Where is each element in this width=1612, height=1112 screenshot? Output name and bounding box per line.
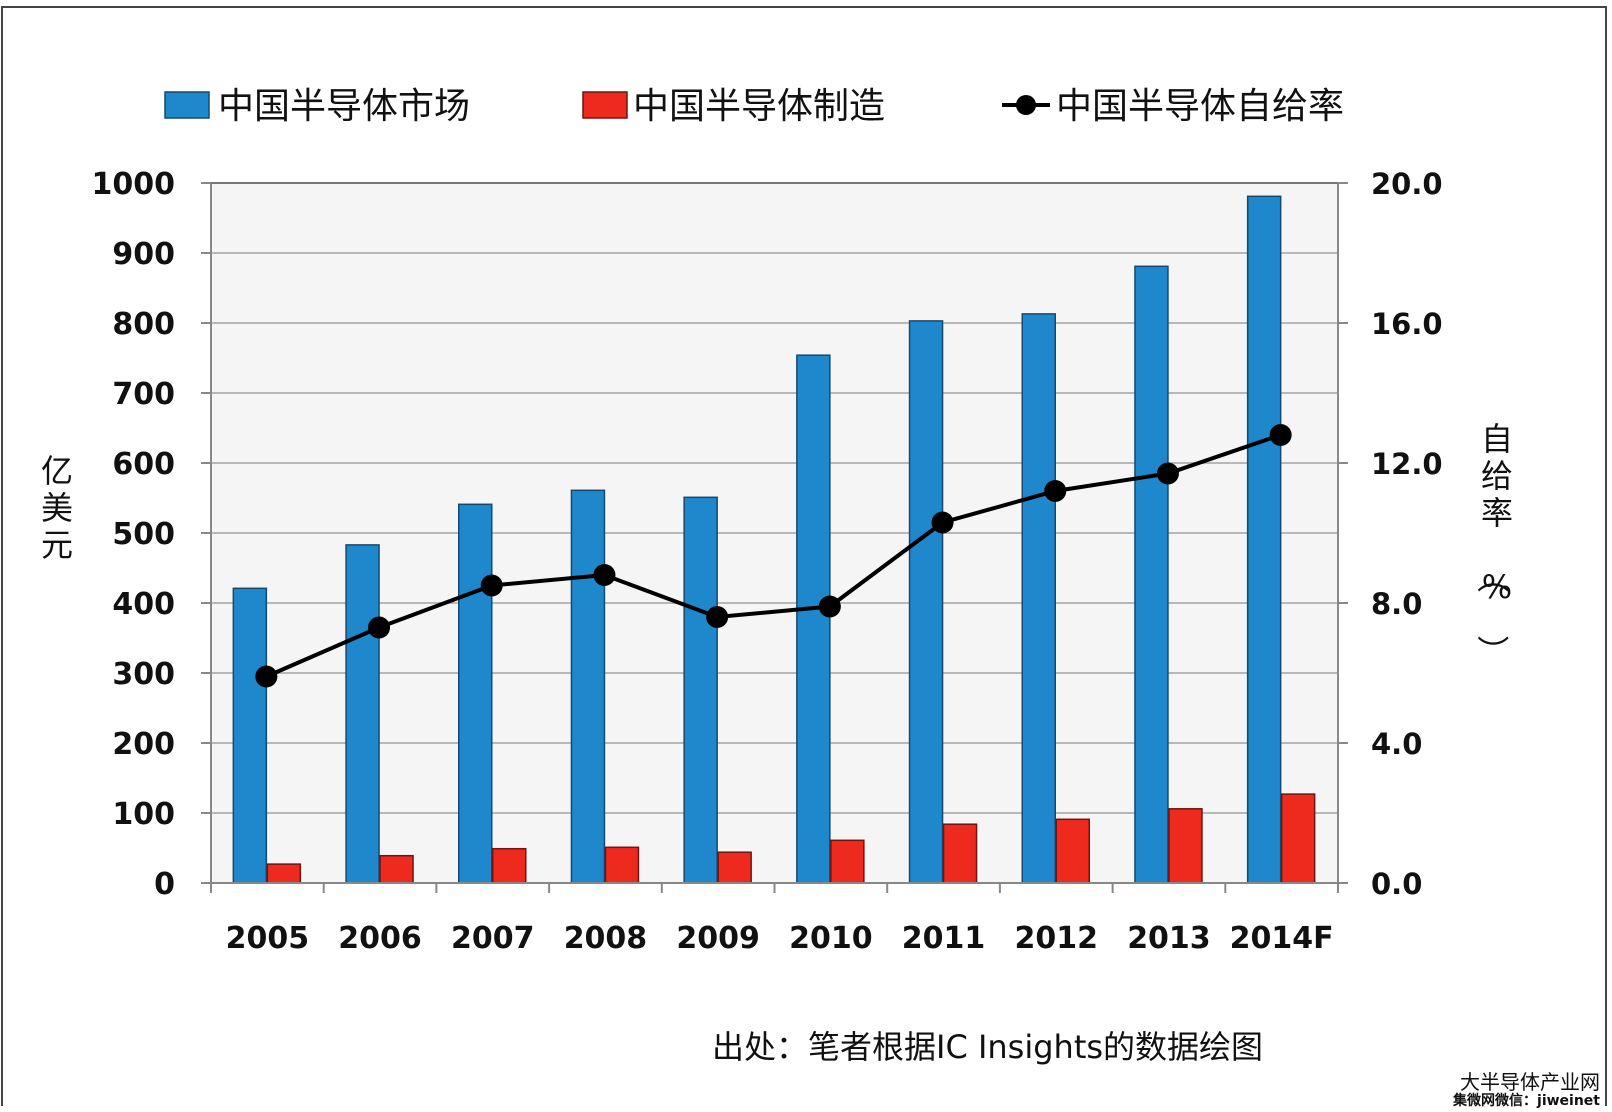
y-tick-label: 800 xyxy=(112,307,175,342)
bar-manufacturing xyxy=(942,823,978,884)
bar-manufacturing xyxy=(1168,808,1203,884)
legend-swatch-manufacturing xyxy=(582,91,628,119)
legend-label-market: 中国半导体市场 xyxy=(218,86,470,127)
ratio-line xyxy=(255,424,1292,688)
bar-market xyxy=(1021,313,1056,884)
y-right-axis-title: 自给率（%） xyxy=(1473,420,1513,667)
y-right-tick-label: 4.0 xyxy=(1371,727,1422,761)
x-tick-label: 2008 xyxy=(564,921,648,956)
x-tick-label: 2012 xyxy=(1015,921,1099,956)
x-ticks: 2005 2006 2007 2008 2009 2010 2011 2012 2013 2014… xyxy=(226,921,1334,956)
legend-swatch-market xyxy=(164,91,210,119)
bar-market xyxy=(1246,195,1282,884)
y-tick-label: 700 xyxy=(112,377,175,412)
ratio-point xyxy=(706,606,729,628)
y-tick-label: 600 xyxy=(112,447,175,482)
y-axis-title: 亿美元 xyxy=(41,452,73,564)
legend-label-ratio: 中国半导体自给率 xyxy=(1056,86,1344,127)
ratio-point xyxy=(368,616,391,639)
ratio-point xyxy=(818,595,841,618)
x-tick-label: 2014F xyxy=(1230,921,1334,956)
x-tick-label: 2011 xyxy=(902,921,986,956)
ratio-point xyxy=(931,511,954,534)
bar-market xyxy=(232,587,268,884)
watermark-site: 大半导体产业网 xyxy=(1460,1070,1600,1094)
y-right-tick-label: 8.0 xyxy=(1371,587,1422,621)
x-tick-label: 2009 xyxy=(676,921,760,956)
legend: 中国半导体市场 中国半导体制造 中国半导体自给率 xyxy=(164,86,1344,127)
bar-manufacturing xyxy=(379,854,414,884)
x-tick-label: 2013 xyxy=(1127,921,1211,956)
x-tick-label: 2006 xyxy=(338,921,422,956)
x-tick-label: 2010 xyxy=(789,921,873,956)
bar-manufacturing xyxy=(604,846,640,884)
bar-manufacturing xyxy=(266,863,302,884)
bar-manufacturing xyxy=(1055,818,1090,884)
x-tick-label: 2005 xyxy=(226,921,310,956)
ratio-point xyxy=(480,574,503,597)
y-right-tick-label: 12.0 xyxy=(1371,447,1443,481)
legend-marker-ratio xyxy=(1016,95,1036,115)
bar-market xyxy=(908,320,944,884)
y-tick-label: 1000 xyxy=(92,167,176,202)
legend-label-manufacturing: 中国半导体制造 xyxy=(633,86,885,127)
y-tick-label: 100 xyxy=(112,797,175,832)
axes xyxy=(201,182,1348,893)
right-y-ticks: 0.0 4.0 8.0 12.0 16.0 20.0 xyxy=(1371,167,1443,901)
y-right-tick-label: 0.0 xyxy=(1371,867,1422,901)
bar-manufacturing xyxy=(1280,793,1316,884)
left-axis-title: 亿美元 xyxy=(41,452,73,564)
y-tick-label: 400 xyxy=(112,587,175,622)
y-right-tick-label: 16.0 xyxy=(1371,307,1443,341)
bar-market xyxy=(458,503,493,884)
bar-market xyxy=(1134,265,1169,884)
bar-manufacturing xyxy=(492,847,527,884)
right-axis-title: 自给率（%） xyxy=(1473,420,1513,667)
y-tick-label: 500 xyxy=(112,517,175,552)
ratio-point xyxy=(1156,462,1179,485)
ratio-point xyxy=(593,564,616,586)
watermark-wechat: 集微网微信：jiweinet xyxy=(1453,1093,1600,1109)
y-tick-label: 900 xyxy=(112,237,175,272)
bar-market xyxy=(796,354,831,884)
bar-market xyxy=(570,489,606,884)
source-note: 出处：笔者根据IC Insights的数据绘图 xyxy=(712,1028,1264,1066)
y-tick-label: 300 xyxy=(112,657,175,692)
ratio-point xyxy=(1044,480,1067,502)
left-y-ticks: 0 100 200 300 400 500 600 700 800 900 1000 xyxy=(92,167,176,902)
ratio-polyline xyxy=(265,433,1282,679)
bar-manufacturing xyxy=(830,839,865,884)
bar-manufacturing xyxy=(717,851,752,884)
bar-market xyxy=(683,496,718,884)
y-tick-label: 200 xyxy=(112,727,175,762)
x-tick-label: 2007 xyxy=(451,921,535,956)
bar-market xyxy=(345,544,380,884)
ratio-point xyxy=(1269,424,1292,446)
bars xyxy=(232,195,1316,884)
y-tick-label: 0 xyxy=(154,867,175,902)
y-right-tick-label: 20.0 xyxy=(1371,167,1443,201)
ratio-point xyxy=(255,665,278,688)
